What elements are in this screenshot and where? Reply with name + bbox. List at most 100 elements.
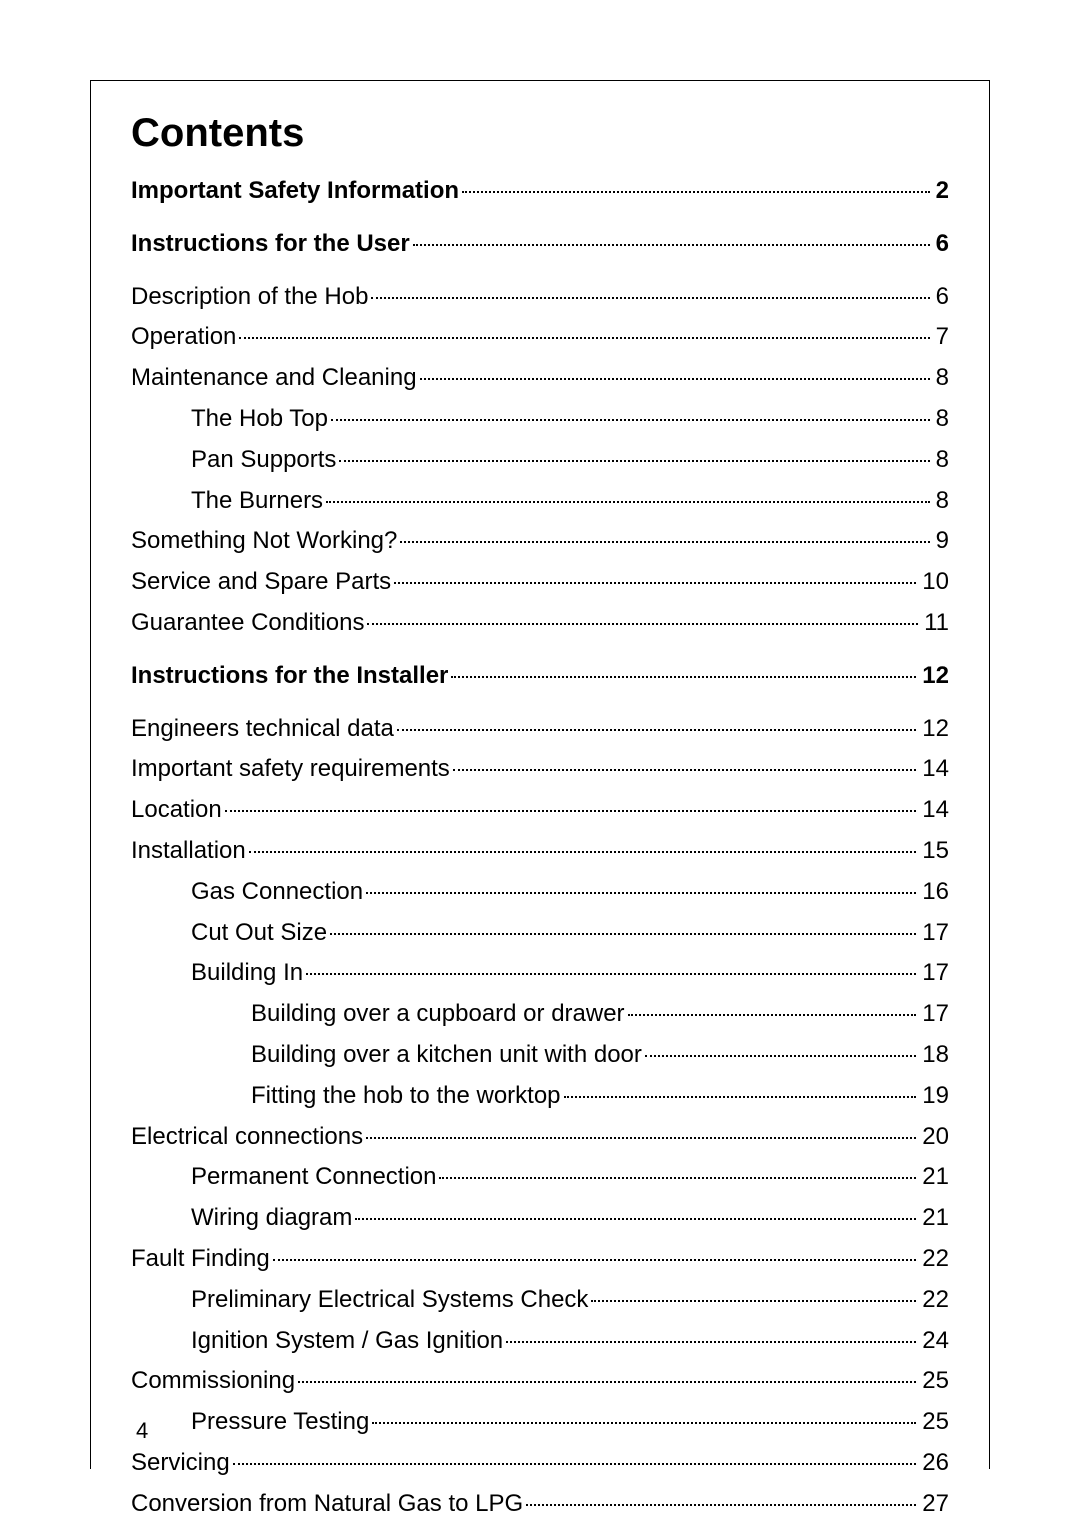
toc-entry: Pressure Testing 25 [131, 1405, 949, 1440]
toc-entry-page: 19 [919, 1079, 949, 1114]
toc-entry-page: 6 [933, 280, 949, 315]
toc-entry-page: 17 [919, 956, 949, 991]
toc-entry-label: Fault Finding [131, 1242, 270, 1277]
toc-entry-page: 2 [933, 174, 949, 209]
toc-entry: Important safety requirements 14 [131, 752, 949, 787]
toc-leader [233, 1463, 917, 1465]
toc-entry-label: Preliminary Electrical Systems Check [191, 1283, 588, 1318]
toc-entry-page: 8 [933, 402, 949, 437]
toc-entry-label: Operation [131, 320, 236, 355]
toc-entry-label: Servicing [131, 1446, 230, 1481]
toc-entry: Building over a kitchen unit with door 1… [131, 1038, 949, 1073]
toc-entry-page: 18 [919, 1038, 949, 1073]
toc-leader [439, 1177, 916, 1179]
toc-entry-page: 17 [919, 997, 949, 1032]
toc-entry: Wiring diagram 21 [131, 1201, 949, 1236]
toc-entry: Important Safety Information 2 [131, 174, 949, 209]
toc-entry-label: The Hob Top [191, 402, 328, 437]
toc-entry: Servicing 26 [131, 1446, 949, 1481]
toc-leader [453, 769, 916, 771]
toc-entry-label: Instructions for the Installer [131, 659, 448, 694]
toc-leader [451, 676, 916, 678]
toc-entry: Instructions for the User 6 [131, 227, 949, 262]
toc-entry-page: 26 [919, 1446, 949, 1481]
toc-entry-label: The Burners [191, 484, 323, 519]
page-container: Contents Important Safety Information 2I… [90, 80, 990, 1469]
toc-entry: Electrical connections 20 [131, 1120, 949, 1155]
toc-entry-page: 9 [933, 524, 949, 559]
toc-entry-label: Installation [131, 834, 246, 869]
toc-entry: Conversion from Natural Gas to LPG 27 [131, 1487, 949, 1522]
toc-entry-label: Gas Connection [191, 875, 363, 910]
toc-entry-label: Location [131, 793, 222, 828]
toc-entry-label: Pressure Testing [191, 1405, 369, 1440]
toc-leader [339, 460, 929, 462]
toc-leader [366, 892, 916, 894]
toc-entry-label: Fitting the hob to the worktop [251, 1079, 561, 1114]
toc-entry-page: 6 [933, 227, 949, 262]
toc-entry: Description of the Hob 6 [131, 280, 949, 315]
toc-entry-label: Instructions for the User [131, 227, 410, 262]
toc-entry-label: Commissioning [131, 1364, 295, 1399]
toc-entry-page: 21 [919, 1201, 949, 1236]
toc-entry: The Hob Top 8 [131, 402, 949, 437]
toc-leader [298, 1381, 916, 1383]
toc-entry-page: 11 [921, 606, 949, 641]
toc-leader [413, 244, 930, 246]
toc-entry-label: Important Safety Information [131, 174, 459, 209]
toc-leader [326, 501, 930, 503]
toc-entry-page: 25 [919, 1405, 949, 1440]
toc-entry: Fitting the hob to the worktop 19 [131, 1079, 949, 1114]
toc-entry-page: 10 [919, 565, 949, 600]
toc-entry-page: 12 [919, 659, 949, 694]
toc-entry: Permanent Connection 21 [131, 1160, 949, 1195]
toc-entry-page: 22 [919, 1283, 949, 1318]
toc-leader [591, 1300, 916, 1302]
toc-entry: Something Not Working? 9 [131, 524, 949, 559]
toc-entry: Cut Out Size 17 [131, 916, 949, 951]
toc-entry-label: Engineers technical data [131, 712, 394, 747]
toc-leader [366, 1137, 916, 1139]
toc-entry: Building over a cupboard or drawer 17 [131, 997, 949, 1032]
toc-entry-label: Wiring diagram [191, 1201, 352, 1236]
toc-leader [273, 1259, 917, 1261]
toc-entry-label: Pan Supports [191, 443, 336, 478]
toc-entry-label: Ignition System / Gas Ignition [191, 1324, 503, 1359]
toc-leader [372, 1422, 916, 1424]
toc-entry-page: 25 [919, 1364, 949, 1399]
toc-entry: Building In 17 [131, 956, 949, 991]
toc-entry: Installation 15 [131, 834, 949, 869]
toc-entry-label: Building over a kitchen unit with door [251, 1038, 642, 1073]
toc-entry-page: 20 [919, 1120, 949, 1155]
toc-entry-label: Conversion from Natural Gas to LPG [131, 1487, 523, 1522]
toc-leader [526, 1504, 916, 1506]
toc-entry: Fault Finding 22 [131, 1242, 949, 1277]
toc-entry: Pan Supports 8 [131, 443, 949, 478]
toc-entry-page: 14 [919, 752, 949, 787]
toc-entry-page: 16 [919, 875, 949, 910]
toc-entry-page: 22 [919, 1242, 949, 1277]
toc-entry-label: Description of the Hob [131, 280, 368, 315]
toc-entry-page: 24 [919, 1324, 949, 1359]
toc-entry: Operation 7 [131, 320, 949, 355]
toc-leader [462, 191, 930, 193]
toc-entry-page: 27 [919, 1487, 949, 1522]
toc-leader [355, 1218, 916, 1220]
toc-leader [249, 851, 917, 853]
toc-entry-page: 8 [933, 484, 949, 519]
toc-entry-page: 7 [933, 320, 949, 355]
toc-entry: Guarantee Conditions 11 [131, 606, 949, 641]
toc-entry-label: Cut Out Size [191, 916, 327, 951]
toc-leader [397, 729, 916, 731]
toc-entry-page: 17 [919, 916, 949, 951]
toc-entry: Gas Connection 16 [131, 875, 949, 910]
toc-list: Important Safety Information 2 Instructio… [131, 174, 949, 1522]
toc-entry-label: Important safety requirements [131, 752, 450, 787]
toc-entry: Instructions for the Installer 12 [131, 659, 949, 694]
toc-entry-label: Building In [191, 956, 303, 991]
contents-title: Contents [131, 111, 949, 156]
toc-entry-page: 12 [919, 712, 949, 747]
toc-leader [506, 1341, 916, 1343]
toc-entry: Preliminary Electrical Systems Check 22 [131, 1283, 949, 1318]
toc-entry: Commissioning 25 [131, 1364, 949, 1399]
